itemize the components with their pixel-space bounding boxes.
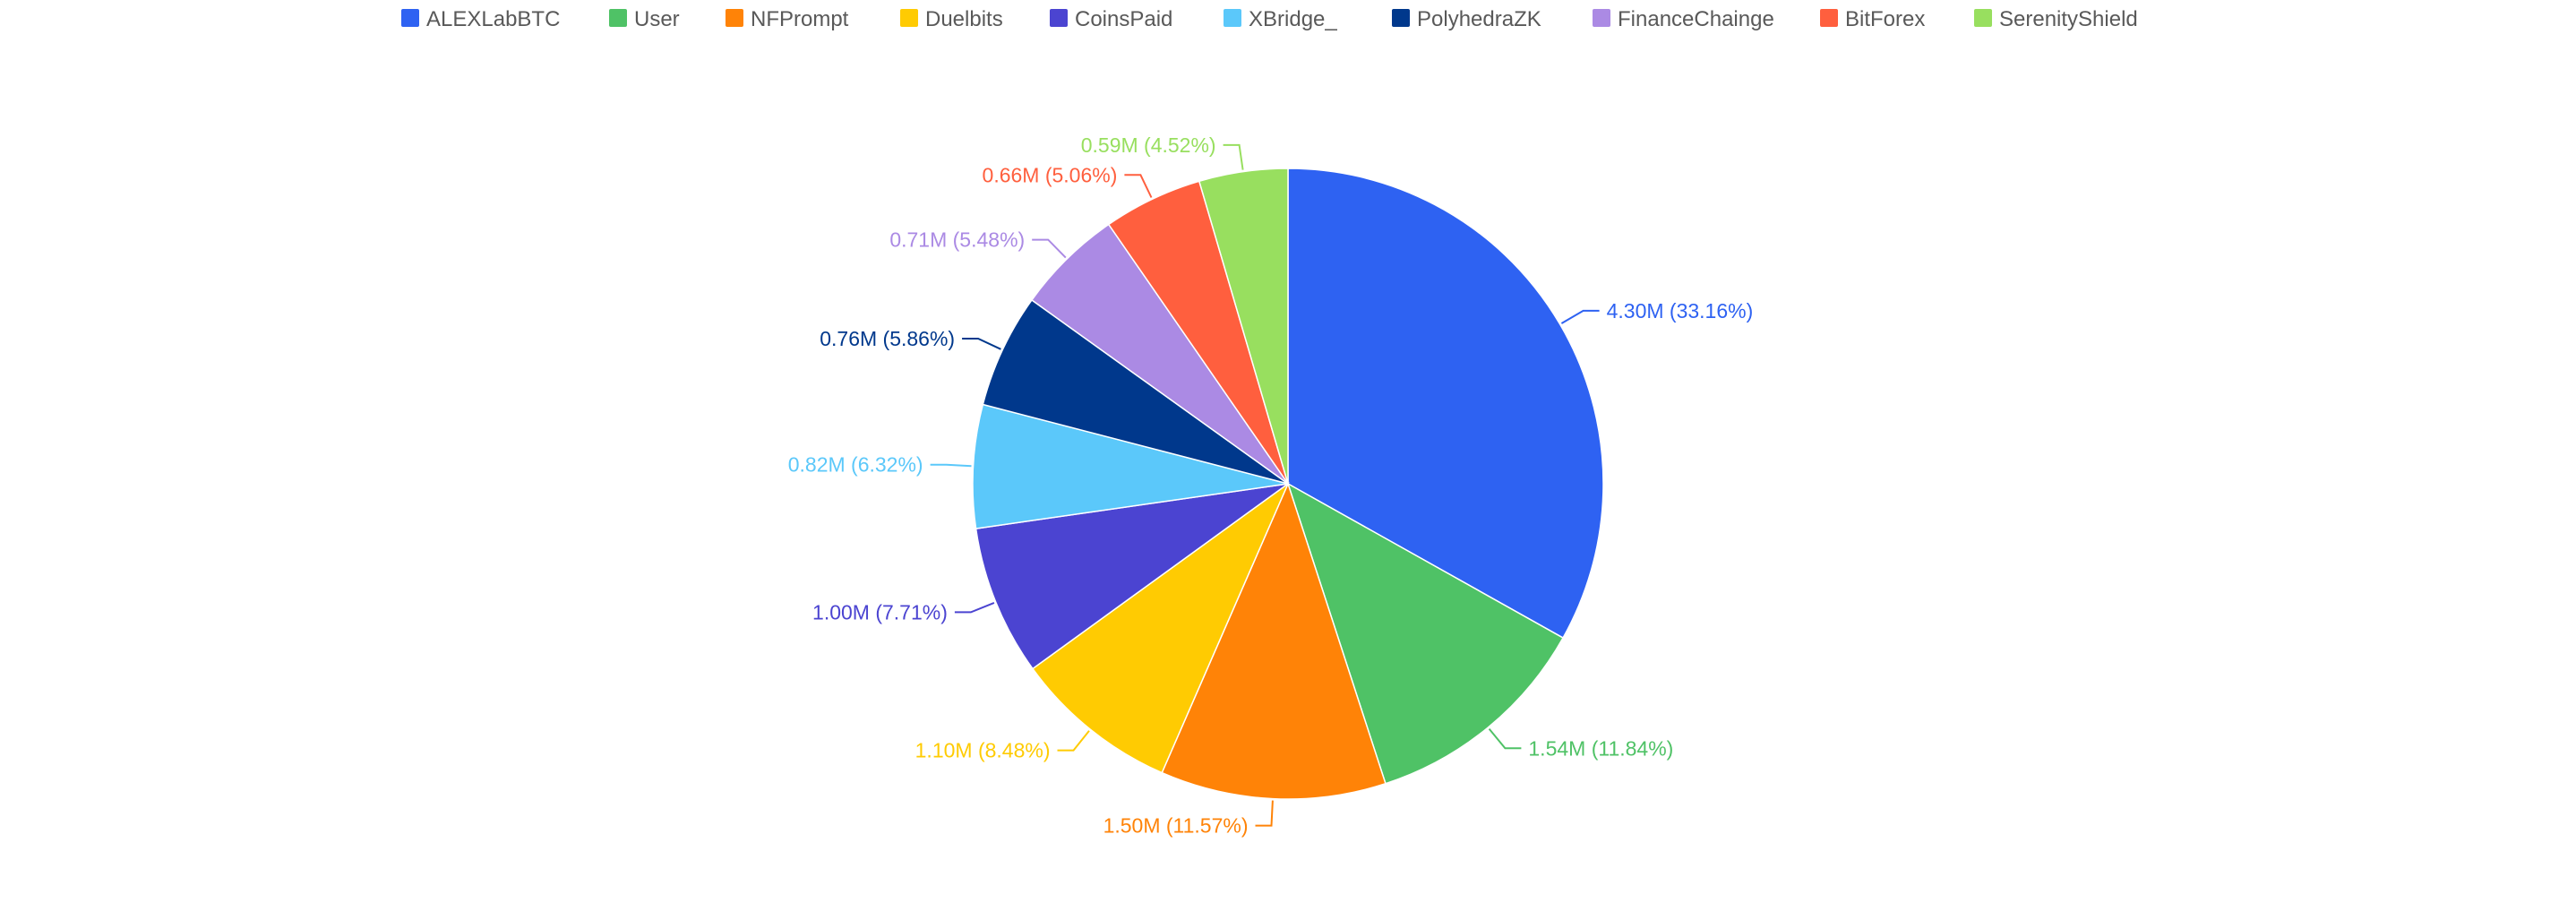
legend-label: BitForex <box>1845 7 1925 31</box>
label-leader-lines <box>930 143 1600 827</box>
legend-item-polyhedrazk[interactable]: PolyhedraZK <box>1392 7 1541 31</box>
leader-line-nfprompt <box>1255 800 1274 827</box>
legend-item-bitforex[interactable]: BitForex <box>1820 7 1925 31</box>
legend-swatch <box>1974 9 1992 27</box>
leader-line-serenityshield <box>1223 143 1244 170</box>
legend-swatch <box>1392 9 1410 27</box>
legend-item-serenityshield[interactable]: SerenityShield <box>1974 7 2138 31</box>
leader-line-financechainge <box>1032 238 1067 259</box>
pie-slices <box>972 168 1604 800</box>
data-label-serenityshield: 0.59M (4.52%) <box>1081 133 1216 157</box>
leader-line-duelbits <box>1057 730 1090 752</box>
legend-swatch <box>1224 9 1241 27</box>
pie-slice-polyhedrazk[interactable] <box>982 298 1289 485</box>
pie-slice-nfprompt[interactable] <box>1161 481 1387 800</box>
data-label-xbridge: 0.82M (6.32%) <box>788 453 923 477</box>
legend-item-duelbits[interactable]: Duelbits <box>900 7 1003 31</box>
pie-slice-xbridge[interactable] <box>972 403 1289 529</box>
data-labels: 4.30M (33.16%) 1.54M (11.84%) 1.50M (11.57… <box>788 133 1754 838</box>
leader-line-coinspaid <box>954 601 995 614</box>
pie-slice-serenityshield[interactable] <box>1198 168 1289 485</box>
legend-swatch <box>726 9 743 27</box>
data-label-polyhedrazk: 0.76M (5.86%) <box>820 327 955 350</box>
legend-swatch <box>401 9 419 27</box>
legend-label: NFPrompt <box>751 7 849 31</box>
legend-label: User <box>634 7 680 31</box>
data-label-bitforex: 0.66M (5.06%) <box>983 163 1118 186</box>
legend-label: Duelbits <box>925 7 1003 31</box>
legend-item-nfprompt[interactable]: NFPrompt <box>726 7 849 31</box>
legend-item-alexlabbtc[interactable]: ALEXLabBTC <box>401 7 560 31</box>
legend-swatch <box>609 9 627 27</box>
data-label-coinspaid: 1.00M (7.71%) <box>812 600 948 624</box>
leader-line-xbridge <box>930 463 972 468</box>
pie-slice-coinspaid[interactable] <box>975 483 1289 670</box>
legend-label: FinanceChainge <box>1618 7 1774 31</box>
pie-slice-user[interactable] <box>1286 482 1565 785</box>
data-label-financechainge: 0.71M (5.48%) <box>889 228 1025 252</box>
leader-line-polyhedrazk <box>962 338 1001 350</box>
leader-line-user <box>1488 727 1522 750</box>
legend-swatch <box>1820 9 1838 27</box>
legend-swatch <box>900 9 918 27</box>
legend-label: ALEXLabBTC <box>426 7 560 31</box>
legend-swatch <box>1593 9 1610 27</box>
data-label-user: 1.54M (11.84%) <box>1528 736 1673 760</box>
legend-item-financechainge[interactable]: FinanceChainge <box>1593 7 1774 31</box>
legend-label: PolyhedraZK <box>1417 7 1541 31</box>
leader-line-alexlabbtc <box>1560 309 1600 324</box>
legend-item-user[interactable]: User <box>609 7 680 31</box>
legend-label: SerenityShield <box>1999 7 2138 31</box>
data-label-duelbits: 1.10M (8.48%) <box>915 739 1051 762</box>
leader-line-bitforex <box>1124 174 1153 198</box>
legend-swatch <box>1050 9 1068 27</box>
legend-label: XBridge_ <box>1249 7 1337 31</box>
data-label-nfprompt: 1.50M (11.57%) <box>1103 814 1249 838</box>
pie-slice-alexlabbtc[interactable] <box>1287 168 1604 640</box>
data-label-alexlabbtc: 4.30M (33.16%) <box>1607 299 1754 322</box>
legend-item-xbridge[interactable]: XBridge_ <box>1224 7 1337 31</box>
legend-item-coinspaid[interactable]: CoinsPaid <box>1050 7 1172 31</box>
pie-slice-duelbits[interactable] <box>1031 481 1290 774</box>
legend-label: CoinsPaid <box>1075 7 1172 31</box>
chart-legend: ALEXLabBTC User NFPrompt Duelbits CoinsPaid X… <box>401 7 2138 31</box>
